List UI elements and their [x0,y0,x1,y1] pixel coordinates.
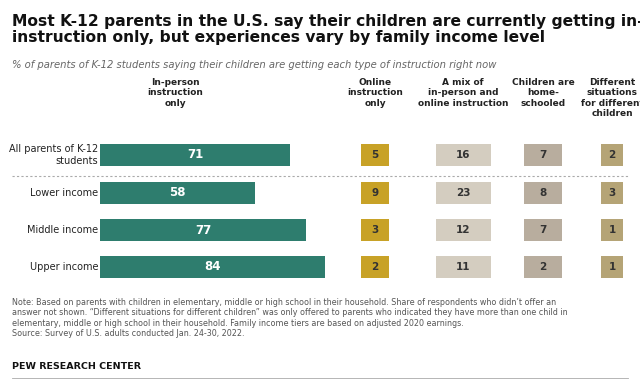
Text: Upper income: Upper income [29,262,98,272]
Bar [100,182,255,204]
Text: 3: 3 [609,188,616,198]
Text: PEW RESEARCH CENTER: PEW RESEARCH CENTER [12,362,141,371]
Text: A mix of
in-person and
online instruction: A mix of in-person and online instructio… [418,78,508,108]
Bar [100,256,325,278]
Text: 12: 12 [456,225,470,235]
Text: All parents of K-12
students: All parents of K-12 students [9,144,98,166]
Text: Lower income: Lower income [30,188,98,198]
Text: 23: 23 [456,188,470,198]
Bar [435,182,490,204]
Text: 2: 2 [371,262,379,272]
Text: 9: 9 [371,188,379,198]
Text: 16: 16 [456,150,470,160]
Text: 77: 77 [195,223,211,237]
Bar [361,256,389,278]
Text: Most K-12 parents in the U.S. say their children are currently getting in-person: Most K-12 parents in the U.S. say their … [12,14,640,29]
Text: 7: 7 [540,150,547,160]
Bar [100,144,290,166]
Bar [524,256,562,278]
Text: Online
instruction
only: Online instruction only [347,78,403,108]
Bar [361,182,389,204]
Text: 3: 3 [371,225,379,235]
Bar [601,256,623,278]
Text: Note: Based on parents with children in elementary, middle or high school in the: Note: Based on parents with children in … [12,298,568,338]
Text: 1: 1 [609,262,616,272]
Text: 5: 5 [371,150,379,160]
Text: 7: 7 [540,225,547,235]
Text: 2: 2 [540,262,547,272]
Text: % of parents of K-12 students saying their children are getting each type of ins: % of parents of K-12 students saying the… [12,60,497,70]
Text: instruction only, but experiences vary by family income level: instruction only, but experiences vary b… [12,30,545,45]
Text: 84: 84 [204,261,221,274]
Text: 1: 1 [609,225,616,235]
Bar [601,144,623,166]
Bar [361,144,389,166]
Bar [435,144,490,166]
Text: 8: 8 [540,188,547,198]
Bar [524,182,562,204]
Text: Different
situations
for different
children: Different situations for different child… [580,78,640,118]
Bar [601,219,623,241]
Text: 58: 58 [170,186,186,200]
Bar [100,219,307,241]
Bar [435,256,490,278]
Text: 71: 71 [187,149,204,161]
Bar [361,219,389,241]
Bar [435,219,490,241]
Text: Children are
home-
schooled: Children are home- schooled [511,78,574,108]
Text: In-person
instruction
only: In-person instruction only [147,78,203,108]
Bar [524,144,562,166]
Text: 2: 2 [609,150,616,160]
Text: 11: 11 [456,262,470,272]
Text: Middle income: Middle income [27,225,98,235]
Bar [524,219,562,241]
Bar [601,182,623,204]
